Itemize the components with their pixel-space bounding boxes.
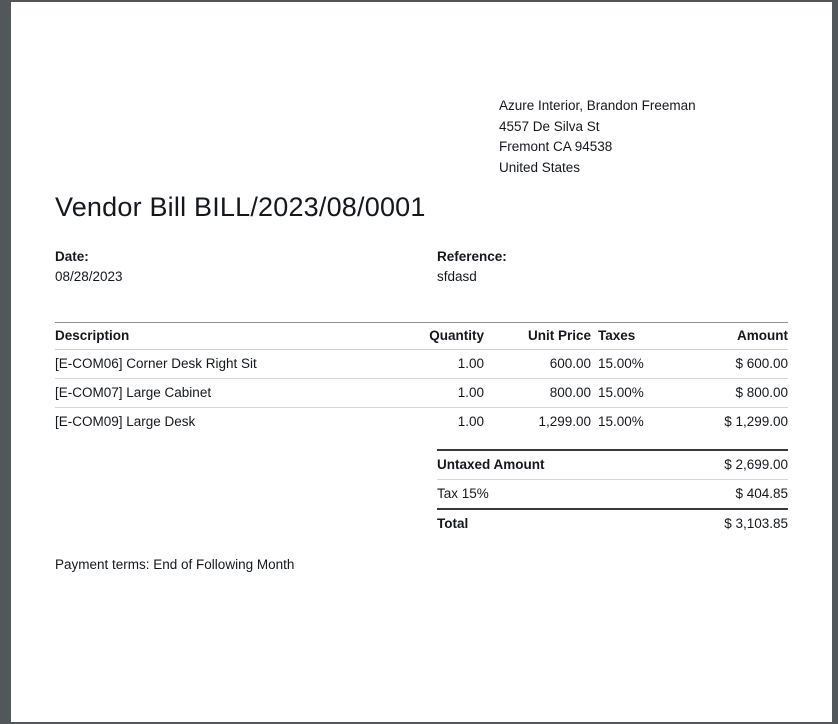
address-line: 4557 De Silva St xyxy=(499,118,600,134)
info-row: Date: 08/28/2023 Reference: sfdasd xyxy=(55,247,788,287)
unit-price-cell: 1,299.00 xyxy=(538,414,591,429)
amount-cell: $ 1,299.00 xyxy=(724,414,788,429)
totals-row: Untaxed Amount $ 2,699.00 xyxy=(437,449,788,479)
total-value: $ 3,103.85 xyxy=(724,516,788,531)
address-line: Azure Interior, Brandon Freeman xyxy=(499,98,696,113)
date-label: Date: xyxy=(55,249,89,264)
description-cell: [E-COM06] Corner Desk Right Sit xyxy=(55,349,374,379)
totals-row: Tax 15% $ 404.85 xyxy=(437,479,788,508)
address-line: Fremont CA 94538 xyxy=(499,139,613,154)
address-line: United States xyxy=(499,159,581,175)
taxes-cell: 15.00% xyxy=(591,349,671,379)
total-label: Untaxed Amount xyxy=(437,457,545,472)
column-header-amount: Amount xyxy=(671,322,788,350)
total-value: $ 404.85 xyxy=(735,486,788,501)
table-row: [E-COM09] Large Desk 1.00 1,299.00 15.00% $ … xyxy=(55,408,788,437)
column-header-description: Description xyxy=(55,322,374,350)
quantity-cell: 1.00 xyxy=(374,378,484,408)
description-cell: [E-COM09] Large Desk xyxy=(55,414,196,429)
amount-cell: $ 800.00 xyxy=(671,378,788,408)
line-items-body: [E-COM06] Corner Desk Right Sit 1.00 600.0… xyxy=(55,349,788,437)
page-title: Vendor Bill BILL/2023/08/0001 xyxy=(55,192,426,222)
total-label: Total xyxy=(437,516,469,531)
date-value: 08/28/2023 xyxy=(55,269,123,284)
table-row: [E-COM06] Corner Desk Right Sit 1.00 600.0… xyxy=(55,349,788,379)
quantity-cell: 1.00 xyxy=(374,349,484,379)
document-page: Azure Interior, Brandon Freeman 4557 De … xyxy=(11,2,832,722)
reference-value: sfdasd xyxy=(437,269,477,284)
total-value: $ 2,699.00 xyxy=(724,457,788,472)
column-header-quantity: Quantity xyxy=(374,322,484,350)
unit-price-cell: 600.00 xyxy=(484,349,591,379)
line-items-table: Description Quantity Unit Price Taxes Am… xyxy=(55,322,788,436)
totals-row: Total $ 3,103.85 xyxy=(437,508,788,538)
table-row: [E-COM07] Large Cabinet 1.00 800.00 15.00% $… xyxy=(55,378,788,408)
taxes-cell: 15.00% xyxy=(591,378,671,408)
column-header-unit-price: Unit Price xyxy=(484,322,591,350)
column-header-taxes: Taxes xyxy=(591,322,671,350)
total-label: Tax 15% xyxy=(437,486,489,501)
totals-table: Untaxed Amount $ 2,699.00 Tax 15% $ 404.85 T… xyxy=(437,449,788,538)
reference-label: Reference: xyxy=(437,249,507,264)
payment-terms: Payment terms: End of Following Month xyxy=(55,557,295,572)
description-cell: [E-COM07] Large Cabinet xyxy=(55,378,374,408)
date-block: Date: 08/28/2023 xyxy=(55,247,123,287)
taxes-cell: 15.00% xyxy=(598,414,644,429)
quantity-cell: 1.00 xyxy=(457,414,484,429)
document-content: Azure Interior, Brandon Freeman 4557 De … xyxy=(11,96,832,575)
reference-block: Reference: sfdasd xyxy=(437,247,788,287)
table-header-row: Description Quantity Unit Price Taxes Am… xyxy=(55,322,788,350)
unit-price-cell: 800.00 xyxy=(484,378,591,408)
vendor-address: Azure Interior, Brandon Freeman 4557 De … xyxy=(499,96,788,178)
amount-cell: $ 600.00 xyxy=(671,349,788,379)
